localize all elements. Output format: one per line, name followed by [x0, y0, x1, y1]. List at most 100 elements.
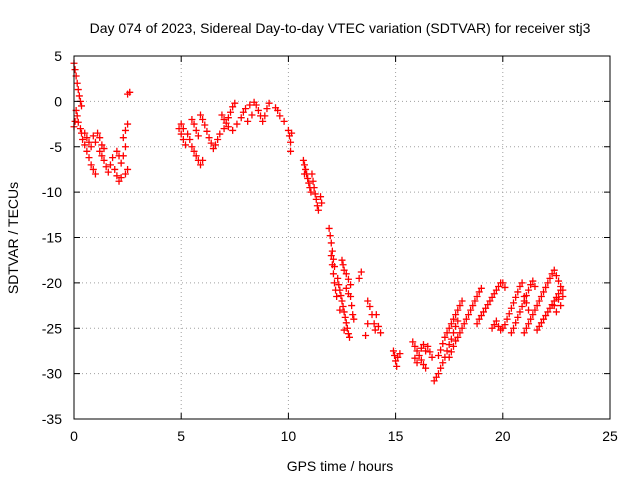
data-point	[244, 117, 252, 125]
data-point	[447, 348, 455, 356]
data-point	[280, 117, 288, 125]
data-point	[71, 66, 79, 74]
data-point	[516, 283, 524, 291]
data-point	[462, 315, 470, 323]
data-point	[492, 317, 500, 325]
data-point	[374, 322, 382, 330]
data-point	[328, 261, 336, 269]
data-point	[480, 308, 488, 316]
y-tick-label: -10	[42, 184, 62, 200]
y-tick-label: -15	[42, 230, 62, 246]
x-tick-label: 10	[281, 428, 297, 444]
data-point	[73, 79, 81, 87]
data-point	[334, 274, 342, 282]
data-point	[196, 161, 204, 169]
data-point	[330, 279, 338, 287]
data-point	[314, 206, 322, 214]
data-point	[229, 103, 237, 111]
data-point	[544, 308, 552, 316]
data-point	[473, 320, 481, 328]
data-point	[121, 126, 129, 134]
data-point	[434, 351, 442, 359]
data-point	[473, 292, 481, 300]
data-point	[302, 165, 310, 173]
data-point	[512, 293, 520, 301]
data-point	[126, 88, 134, 96]
data-point	[196, 111, 204, 119]
data-point	[287, 138, 295, 146]
data-point	[522, 292, 530, 300]
data-point	[216, 130, 224, 138]
data-point	[512, 319, 520, 327]
data-point	[276, 112, 284, 120]
data-point	[490, 290, 498, 298]
data-point	[318, 199, 326, 207]
data-point	[214, 135, 222, 143]
data-point	[449, 342, 457, 350]
x-tick-label: 15	[388, 428, 404, 444]
data-point	[430, 377, 438, 385]
data-point	[443, 347, 451, 355]
data-point	[229, 126, 237, 134]
data-point	[542, 312, 550, 320]
data-point	[537, 319, 545, 327]
data-point	[510, 299, 518, 307]
data-point	[85, 138, 93, 146]
y-tick-label: -5	[50, 139, 63, 155]
data-point	[344, 330, 352, 338]
data-point	[482, 304, 490, 312]
data-point	[342, 319, 350, 327]
data-point	[535, 297, 543, 305]
data-point	[458, 324, 466, 332]
x-tick-label: 20	[495, 428, 511, 444]
data-point	[263, 105, 271, 113]
data-point	[96, 134, 104, 142]
data-point	[79, 135, 87, 143]
data-point	[117, 159, 125, 167]
data-point	[552, 308, 560, 316]
data-point	[516, 308, 524, 316]
data-point	[313, 202, 321, 210]
data-point	[507, 329, 515, 337]
data-point	[432, 373, 440, 381]
data-point	[424, 342, 432, 350]
data-point	[119, 152, 127, 160]
data-point	[339, 302, 347, 310]
data-point	[520, 329, 528, 337]
data-point	[201, 121, 209, 129]
data-point	[209, 145, 217, 153]
data-point	[475, 288, 483, 296]
data-point	[312, 195, 320, 203]
data-point	[100, 156, 108, 164]
data-point	[546, 274, 554, 282]
data-point	[340, 266, 348, 274]
data-point	[452, 322, 460, 330]
data-point	[475, 315, 483, 323]
data-point	[377, 329, 385, 337]
data-point	[542, 283, 550, 291]
data-point	[100, 145, 108, 153]
data-point	[194, 132, 202, 140]
data-point	[364, 320, 372, 328]
data-point	[335, 281, 343, 289]
data-point	[525, 306, 533, 314]
data-point	[98, 152, 106, 160]
data-point	[445, 324, 453, 332]
y-axis-label: SDTVAR / TECUs	[5, 182, 21, 294]
data-point	[495, 283, 503, 291]
data-point	[222, 119, 230, 127]
data-point	[452, 337, 460, 345]
data-point	[499, 324, 507, 332]
x-tick-label: 0	[70, 428, 78, 444]
chart-title: Day 074 of 2023, Sidereal Day-to-day VTE…	[90, 20, 591, 36]
data-point	[119, 134, 127, 142]
data-point	[333, 292, 341, 300]
data-point	[396, 350, 404, 358]
data-point	[428, 353, 436, 361]
data-point	[87, 161, 95, 169]
data-point	[190, 120, 198, 128]
data-point	[341, 313, 349, 321]
data-point	[454, 317, 462, 325]
data-point	[434, 370, 442, 378]
